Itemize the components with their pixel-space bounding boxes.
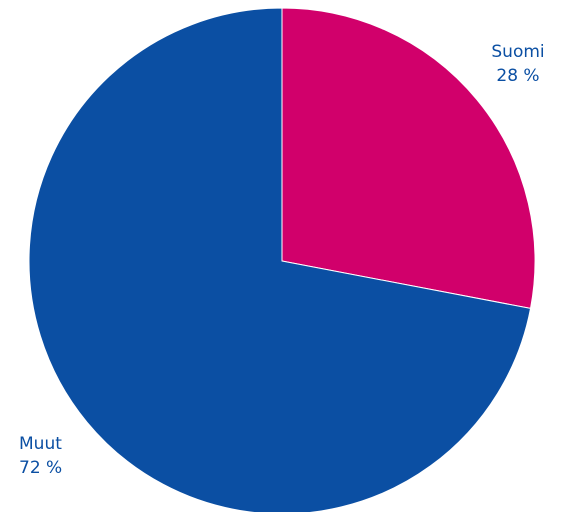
slice-label-suomi-name: Suomi xyxy=(491,42,545,62)
slice-label-suomi: Suomi 28 % xyxy=(481,40,555,88)
pie-slice-suomi xyxy=(281,7,536,309)
slice-label-suomi-value: 28 % xyxy=(496,66,540,86)
slice-label-muut-value: 72 % xyxy=(19,458,63,478)
slice-label-muut-name: Muut xyxy=(19,434,62,454)
pie-slice-muut xyxy=(28,7,532,512)
slice-label-muut: Muut 72 % xyxy=(19,432,62,480)
